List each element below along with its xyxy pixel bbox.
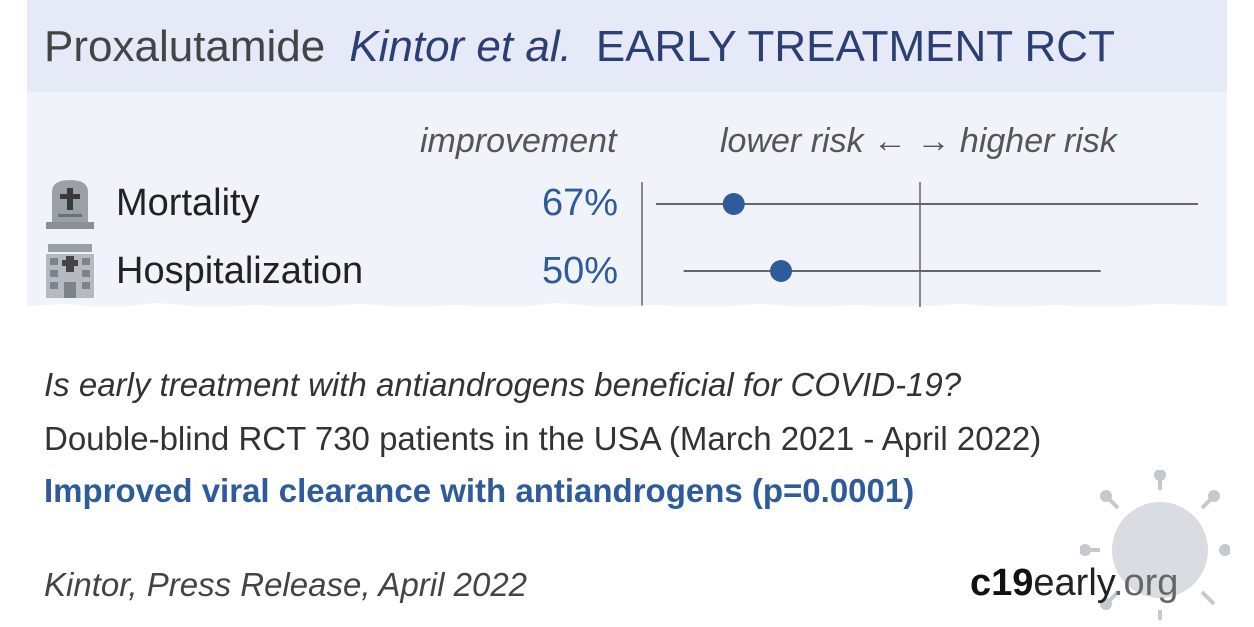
title: Proxalutamide Kintor et al. EARLY TREATMEN… <box>44 22 1115 72</box>
torn-edge <box>27 303 1227 316</box>
improvement-value-mortality: 67% <box>541 182 618 224</box>
logo-part-2: early <box>1033 562 1113 604</box>
logo-part-3: .org <box>1112 562 1179 604</box>
authors: Kintor et al. <box>349 22 572 71</box>
source-citation: Kintor, Press Release, April 2022 <box>44 566 528 603</box>
study-question: Is early treatment with antiandrogens be… <box>44 366 962 403</box>
logo-part-1: c19 <box>970 562 1034 604</box>
study-type: EARLY TREATMENT RCT <box>595 22 1115 71</box>
study-result: Improved viral clearance with antiandrog… <box>44 472 915 509</box>
virus-icon <box>1080 470 1230 620</box>
improvement-header: improvement <box>420 122 617 160</box>
header-bar <box>27 0 1227 92</box>
outcome-label-mortality: Mortality <box>116 182 260 224</box>
point-mortality <box>722 193 745 215</box>
drug-name: Proxalutamide <box>44 22 326 71</box>
point-hospitalization <box>770 260 792 282</box>
study-design: Double-blind RCT 730 patients in the USA… <box>44 420 1042 457</box>
risk-axis-header: lower risk ← → higher risk <box>720 122 1117 160</box>
tombstone-icon <box>46 180 94 229</box>
improvement-value-hospitalization: 50% <box>541 250 618 292</box>
outcome-label-hospitalization: Hospitalization <box>116 250 364 292</box>
hospital-icon <box>46 244 94 298</box>
site-logo[interactable]: c19early.org <box>970 562 1178 605</box>
